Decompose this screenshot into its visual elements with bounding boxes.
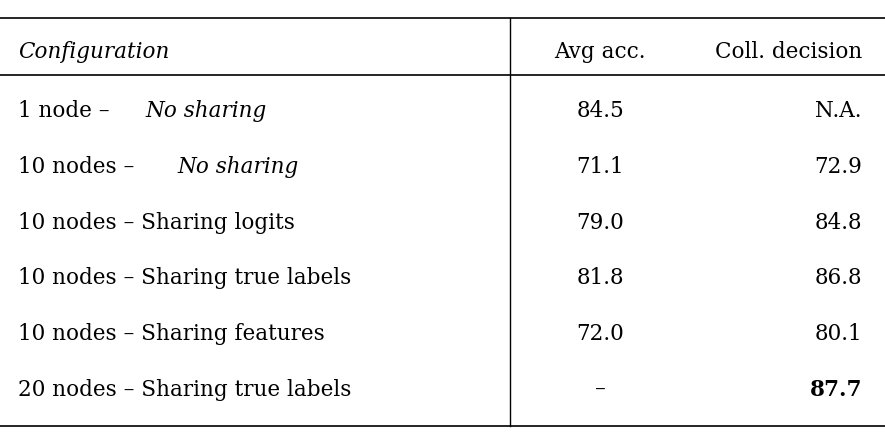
Text: Coll. decision: Coll. decision bbox=[715, 41, 862, 63]
Text: 71.1: 71.1 bbox=[576, 156, 624, 178]
Text: 10 nodes – Sharing logits: 10 nodes – Sharing logits bbox=[18, 212, 295, 234]
Text: 10 nodes – Sharing features: 10 nodes – Sharing features bbox=[18, 323, 325, 345]
Text: Avg acc.: Avg acc. bbox=[554, 41, 646, 63]
Text: 84.8: 84.8 bbox=[814, 212, 862, 234]
Text: 20 nodes – Sharing true labels: 20 nodes – Sharing true labels bbox=[18, 379, 351, 401]
Text: 10 nodes – Sharing true labels: 10 nodes – Sharing true labels bbox=[18, 267, 351, 289]
Text: 79.0: 79.0 bbox=[576, 212, 624, 234]
Text: N.A.: N.A. bbox=[815, 100, 862, 122]
Text: 72.9: 72.9 bbox=[814, 156, 862, 178]
Text: 1 node –: 1 node – bbox=[18, 100, 117, 122]
Text: 80.1: 80.1 bbox=[814, 323, 862, 345]
Text: 81.8: 81.8 bbox=[576, 267, 624, 289]
Text: Configuration: Configuration bbox=[18, 41, 169, 63]
Text: –: – bbox=[595, 379, 605, 401]
Text: 86.8: 86.8 bbox=[814, 267, 862, 289]
Text: 87.7: 87.7 bbox=[810, 379, 862, 401]
Text: No sharing: No sharing bbox=[177, 156, 298, 178]
Text: 84.5: 84.5 bbox=[576, 100, 624, 122]
Text: No sharing: No sharing bbox=[145, 100, 266, 122]
Text: 72.0: 72.0 bbox=[576, 323, 624, 345]
Text: 10 nodes –: 10 nodes – bbox=[18, 156, 142, 178]
